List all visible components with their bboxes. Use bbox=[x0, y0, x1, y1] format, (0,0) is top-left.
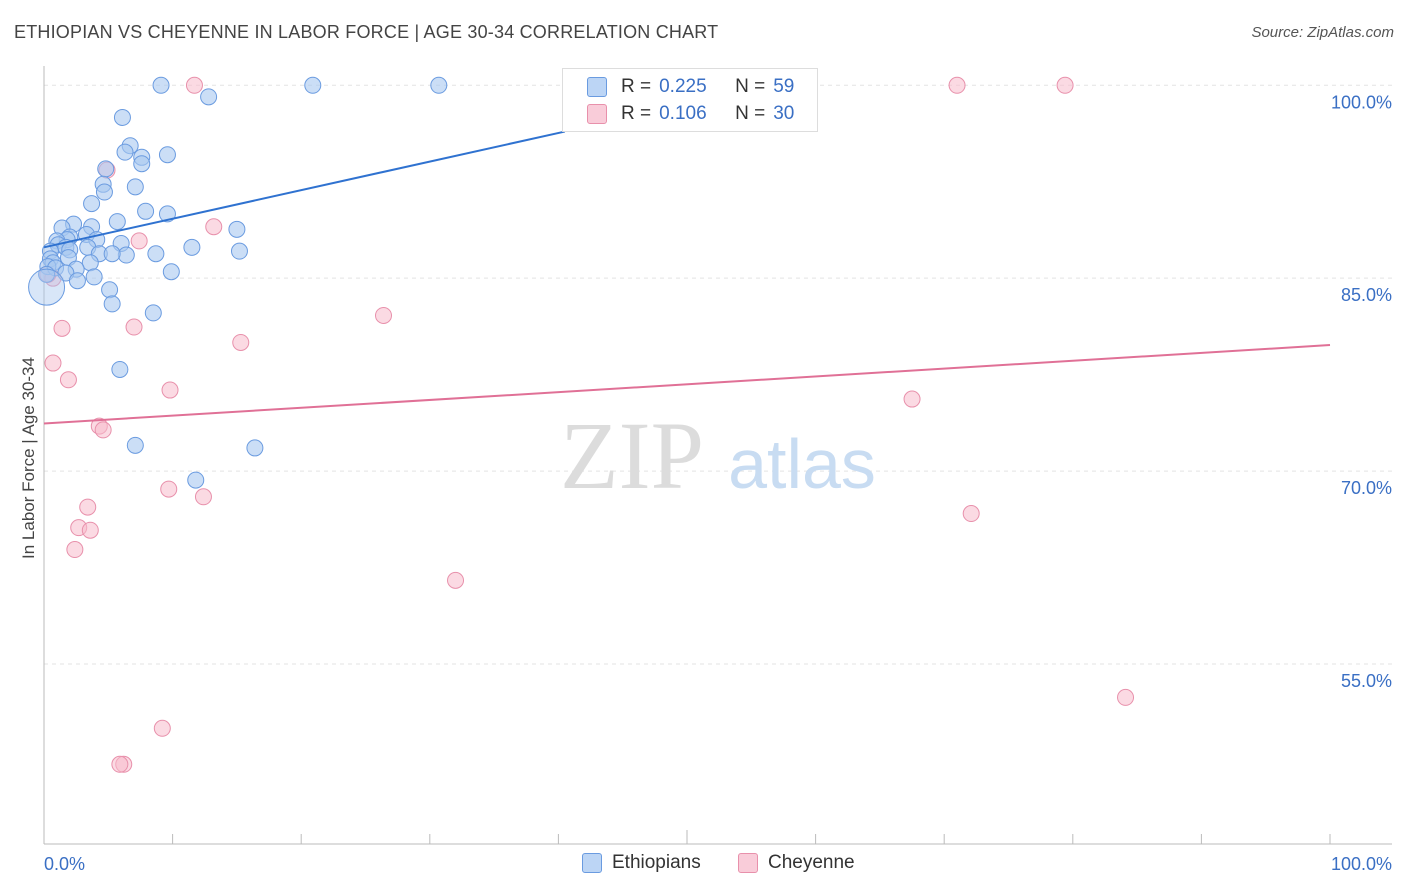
cheyenne-point bbox=[205, 218, 223, 236]
ethiopians-point bbox=[158, 205, 176, 223]
ethiopians-point bbox=[230, 242, 248, 260]
cheyenne-point bbox=[81, 521, 99, 539]
ethiopians-point bbox=[97, 160, 115, 178]
ethiopians-point bbox=[228, 220, 246, 238]
cheyenne-point bbox=[66, 541, 84, 559]
ethiopians-point bbox=[137, 202, 155, 220]
cheyenne-point bbox=[375, 306, 393, 324]
trend-lines bbox=[43, 130, 1331, 425]
cheyenne-r-value: 0.106 bbox=[659, 103, 707, 124]
ethiopians-point bbox=[108, 213, 126, 231]
ethiopians-point bbox=[126, 178, 144, 196]
cheyenne-point bbox=[53, 319, 71, 337]
ethiopians-point bbox=[187, 471, 205, 489]
y-tick-label: 100.0% bbox=[1331, 92, 1392, 112]
ethiopians-point bbox=[28, 268, 66, 306]
cheyenne-point bbox=[111, 755, 129, 773]
ethiopians-point bbox=[158, 146, 176, 164]
watermark: ZIP atlas bbox=[560, 402, 876, 509]
ethiopians-point bbox=[152, 76, 170, 94]
cheyenne-point bbox=[94, 421, 112, 439]
ethiopians-point bbox=[183, 238, 201, 256]
ethiopians-legend-swatch bbox=[582, 853, 602, 873]
r-label: R = bbox=[621, 103, 652, 124]
cheyenne-point bbox=[44, 354, 62, 372]
ethiopians-point bbox=[144, 304, 162, 322]
ethiopians-swatch bbox=[587, 77, 607, 97]
cheyenne-swatch bbox=[587, 104, 607, 124]
ethiopians-r-value: 0.225 bbox=[659, 76, 707, 97]
cheyenne-point bbox=[1056, 76, 1074, 94]
axes bbox=[43, 66, 1392, 845]
n-label: N = bbox=[735, 76, 766, 97]
legend-item-cheyenne[interactable]: Cheyenne bbox=[738, 852, 855, 874]
chart-title: ETHIOPIAN VS CHEYENNE IN LABOR FORCE | A… bbox=[14, 22, 719, 42]
cheyenne-n-value: 30 bbox=[773, 103, 795, 124]
cheyenne-point bbox=[447, 571, 465, 589]
ethiopians-point bbox=[200, 88, 218, 106]
ethiopians-trend-line bbox=[43, 130, 566, 249]
ethiopians-point bbox=[162, 263, 180, 281]
n-label: N = bbox=[735, 103, 766, 124]
ethiopians-point bbox=[83, 195, 101, 213]
y-tick-label: 70.0% bbox=[1341, 478, 1392, 498]
y-tick-label: 85.0% bbox=[1341, 285, 1392, 305]
cheyenne-point bbox=[153, 719, 171, 737]
ethiopians-point bbox=[116, 143, 134, 161]
ethiopians-points bbox=[28, 76, 448, 489]
cheyenne-point bbox=[962, 505, 980, 523]
series-legend: Ethiopians Cheyenne bbox=[0, 852, 1406, 878]
tick-labels: 100.0% 85.0% 70.0% 55.0% 0.0% 100.0% bbox=[44, 92, 1392, 874]
cheyenne-trend-line bbox=[43, 344, 1331, 425]
cheyenne-point bbox=[160, 480, 178, 498]
legend-row-ethiopians: R = 0.225 N = 59 bbox=[587, 75, 794, 99]
source-label: Source: ZipAtlas.com bbox=[1251, 24, 1394, 41]
x-tick-label: 100.0% bbox=[1331, 854, 1392, 874]
cheyenne-point bbox=[232, 333, 250, 351]
ethiopians-point bbox=[101, 281, 119, 299]
cheyenne-point bbox=[125, 318, 143, 336]
r-label: R = bbox=[621, 76, 652, 97]
y-tick-label: 55.0% bbox=[1341, 671, 1392, 691]
cheyenne-point bbox=[59, 371, 77, 389]
ethiopians-point bbox=[304, 76, 322, 94]
ethiopians-point bbox=[81, 254, 99, 272]
watermark-atlas: atlas bbox=[728, 425, 876, 503]
ethiopians-point bbox=[95, 183, 113, 201]
cheyenne-point bbox=[1117, 688, 1135, 706]
ethiopians-point bbox=[117, 246, 135, 264]
cheyenne-point bbox=[79, 498, 97, 516]
ethiopians-n-value: 59 bbox=[773, 76, 795, 97]
stats-legend: R = 0.225 N = 59 R = 0.106 N = 30 bbox=[562, 68, 818, 132]
cheyenne-point bbox=[130, 232, 148, 250]
ethiopians-point bbox=[430, 76, 448, 94]
ethiopians-point bbox=[126, 436, 144, 454]
cheyenne-legend-swatch bbox=[738, 853, 758, 873]
ethiopians-point bbox=[113, 108, 131, 126]
ethiopians-point bbox=[147, 245, 165, 263]
ethiopians-point bbox=[111, 360, 129, 378]
cheyenne-point bbox=[903, 390, 921, 408]
ethiopians-point bbox=[246, 439, 264, 457]
gridlines bbox=[44, 84, 1392, 665]
legend-row-cheyenne: R = 0.106 N = 30 bbox=[587, 102, 794, 126]
x-tick-label: 0.0% bbox=[44, 854, 85, 874]
ethiopians-point bbox=[103, 295, 121, 313]
ethiopians-point bbox=[85, 268, 103, 286]
legend-item-ethiopians[interactable]: Ethiopians bbox=[582, 852, 701, 874]
ethiopians-point bbox=[103, 245, 121, 263]
ethiopians-legend-label: Ethiopians bbox=[612, 852, 701, 873]
ethiopians-point bbox=[68, 272, 86, 290]
ethiopians-point bbox=[38, 265, 56, 283]
cheyenne-point bbox=[194, 488, 212, 506]
cheyenne-point bbox=[185, 76, 203, 94]
watermark-zip: ZIP bbox=[560, 402, 704, 509]
cheyenne-point bbox=[948, 76, 966, 94]
ethiopians-point bbox=[133, 155, 151, 173]
cheyenne-point bbox=[161, 381, 179, 399]
cheyenne-legend-label: Cheyenne bbox=[768, 852, 855, 873]
